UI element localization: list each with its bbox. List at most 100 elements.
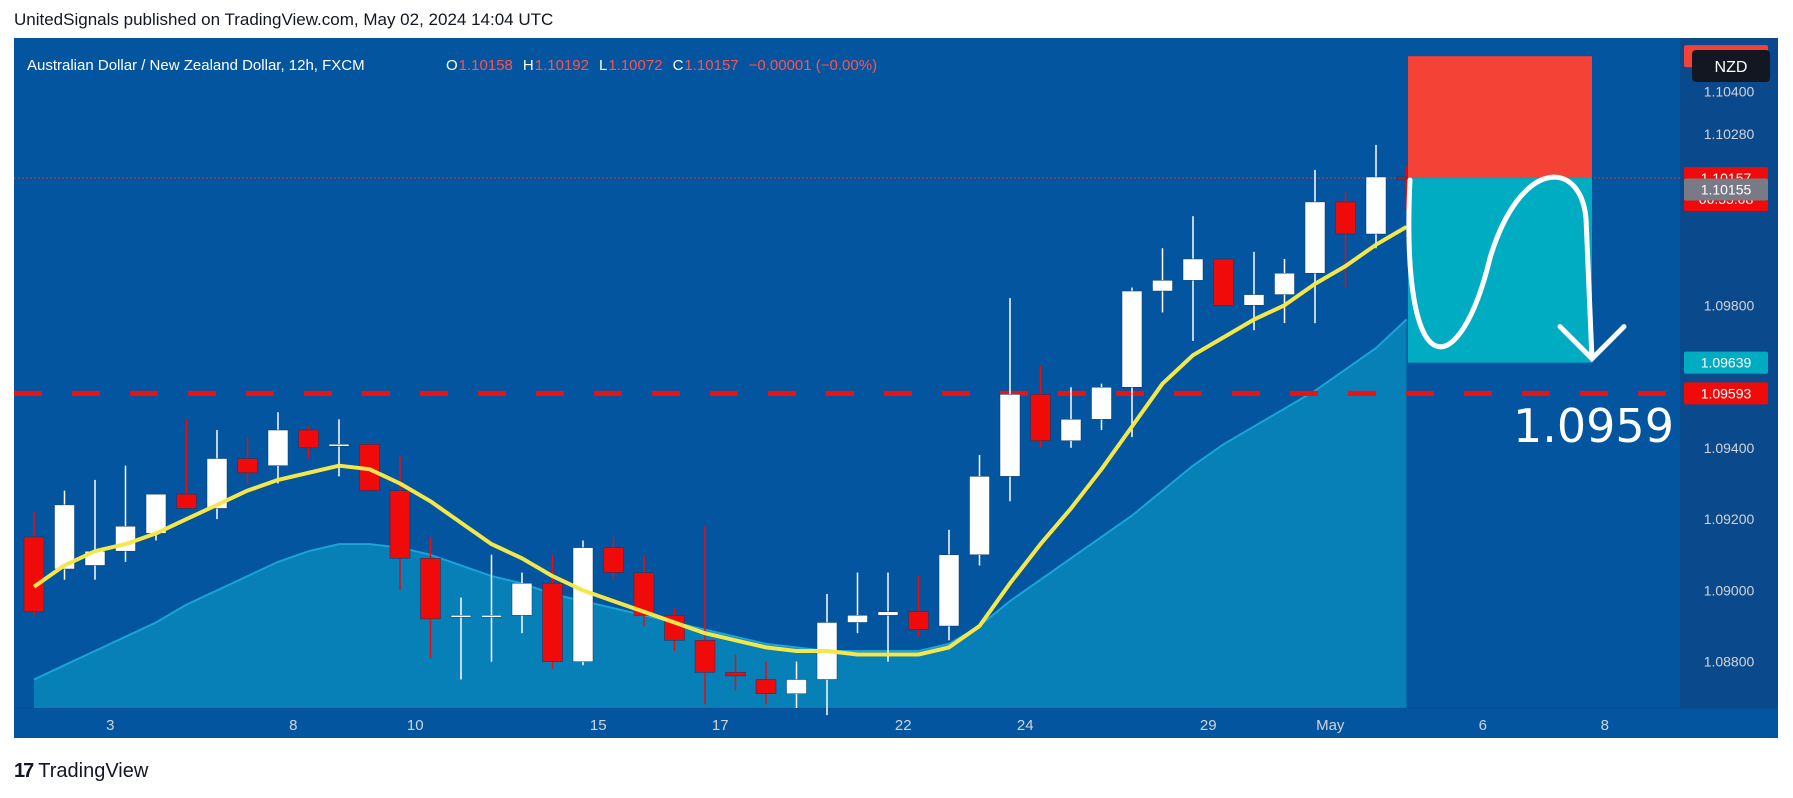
y-tick-label: 1.09800	[1704, 297, 1755, 313]
candle	[1030, 365, 1051, 448]
candle-body	[1121, 290, 1143, 388]
candle	[1243, 251, 1265, 331]
ohlc-high-value: 1.10192	[535, 57, 589, 74]
candle	[847, 572, 868, 634]
arrow-head-icon	[1557, 324, 1627, 363]
candle-body	[786, 679, 807, 694]
candle	[511, 572, 533, 634]
candle	[755, 661, 777, 705]
candle	[1335, 191, 1356, 288]
y-tick-label: 1.09400	[1704, 440, 1755, 456]
take-profit-zone[interactable]	[1408, 178, 1592, 363]
candle	[694, 526, 716, 705]
candle	[1304, 169, 1326, 324]
candle-body	[481, 615, 502, 618]
x-tick-label: 8	[289, 717, 297, 734]
candle	[1182, 216, 1204, 341]
ohlc-low-label: L	[599, 57, 607, 74]
candle-body	[145, 493, 167, 534]
candle-body	[1060, 419, 1082, 441]
candle-body	[54, 504, 75, 570]
legend-symbol: Australian Dollar / New Zealand Dollar, …	[27, 57, 365, 74]
candle	[23, 511, 45, 616]
x-tick-label: 15	[590, 717, 607, 734]
ohlc-high-label: H	[523, 57, 534, 74]
y-tick-label: 1.09000	[1704, 582, 1755, 598]
ema-slow-line	[33, 318, 1408, 681]
y-tick-label: 1.10280	[1704, 126, 1755, 142]
x-tick-label: 3	[106, 717, 114, 734]
candle-body	[1213, 258, 1234, 306]
candle-body	[999, 394, 1021, 477]
candle	[1091, 383, 1112, 431]
candle-body	[389, 490, 411, 559]
price-scale-label: 1.09639	[1684, 351, 1768, 374]
candle	[298, 426, 319, 459]
candle	[1213, 258, 1234, 306]
candle	[420, 536, 441, 659]
candle	[603, 536, 624, 580]
y-tick-label: 1.10400	[1704, 83, 1755, 99]
candle	[786, 661, 807, 708]
x-tick-label: May	[1316, 717, 1345, 734]
candle	[542, 554, 563, 669]
price-label-box	[1684, 382, 1768, 405]
candle-body	[969, 476, 990, 556]
candle	[1365, 144, 1387, 249]
candle-body	[1304, 201, 1326, 274]
x-tick-label: 17	[712, 717, 729, 734]
candle-body	[450, 615, 472, 618]
candle	[633, 554, 655, 627]
footer: 17 TradingView	[14, 760, 148, 783]
candle-body	[542, 583, 563, 662]
candle	[1152, 248, 1173, 313]
stop-loss-zone[interactable]	[1408, 56, 1592, 179]
candle	[389, 454, 411, 591]
ohlc-close-value: 1.10157	[684, 57, 738, 74]
candle	[1121, 287, 1143, 438]
candle-body	[572, 547, 594, 662]
x-tick-label: 22	[895, 717, 912, 734]
candle-body	[847, 615, 868, 623]
candle-body	[938, 554, 960, 627]
price-label-text: 1.10155	[1701, 181, 1752, 197]
candle-body	[908, 611, 929, 630]
candle-body	[725, 672, 746, 677]
candle-body	[267, 429, 289, 466]
price-label-text: 1.09639	[1701, 355, 1752, 371]
candle-body	[1182, 258, 1204, 281]
currency-button-label: NZD	[1715, 59, 1748, 76]
ohlc-low-value: 1.10072	[608, 57, 662, 74]
candle-body	[755, 679, 777, 694]
price-label-box	[1684, 178, 1768, 201]
candle-body	[176, 493, 197, 509]
candle-body	[1152, 280, 1173, 292]
candle-body	[298, 429, 319, 449]
candle-body	[1365, 176, 1387, 235]
price-scale-label: 1.10155	[1684, 178, 1768, 201]
candle	[999, 298, 1021, 502]
candle	[176, 419, 197, 509]
tradingview-logo-icon: 17	[14, 760, 34, 782]
ohlc-change-value: −0.00001 (−0.00%)	[749, 57, 877, 74]
ohlc-open-label: O	[446, 57, 458, 74]
candle-body	[23, 536, 45, 613]
candle	[908, 576, 929, 637]
ohlc-close-label: C	[673, 57, 684, 74]
candle	[725, 654, 746, 691]
y-tick-label: 1.09200	[1704, 511, 1755, 527]
candle-body	[603, 547, 624, 573]
candle-body	[420, 558, 441, 620]
candle	[237, 437, 258, 484]
candle	[450, 597, 472, 680]
candle-body	[511, 583, 533, 616]
target-price-annotation: 1.0959	[1513, 399, 1674, 453]
x-tick-label: 29	[1200, 717, 1217, 734]
currency-button[interactable]: NZD	[1692, 50, 1770, 82]
candle-body	[1335, 201, 1356, 235]
candle	[1274, 258, 1295, 324]
candle	[481, 554, 502, 662]
candle	[969, 454, 990, 566]
candle	[938, 529, 960, 641]
